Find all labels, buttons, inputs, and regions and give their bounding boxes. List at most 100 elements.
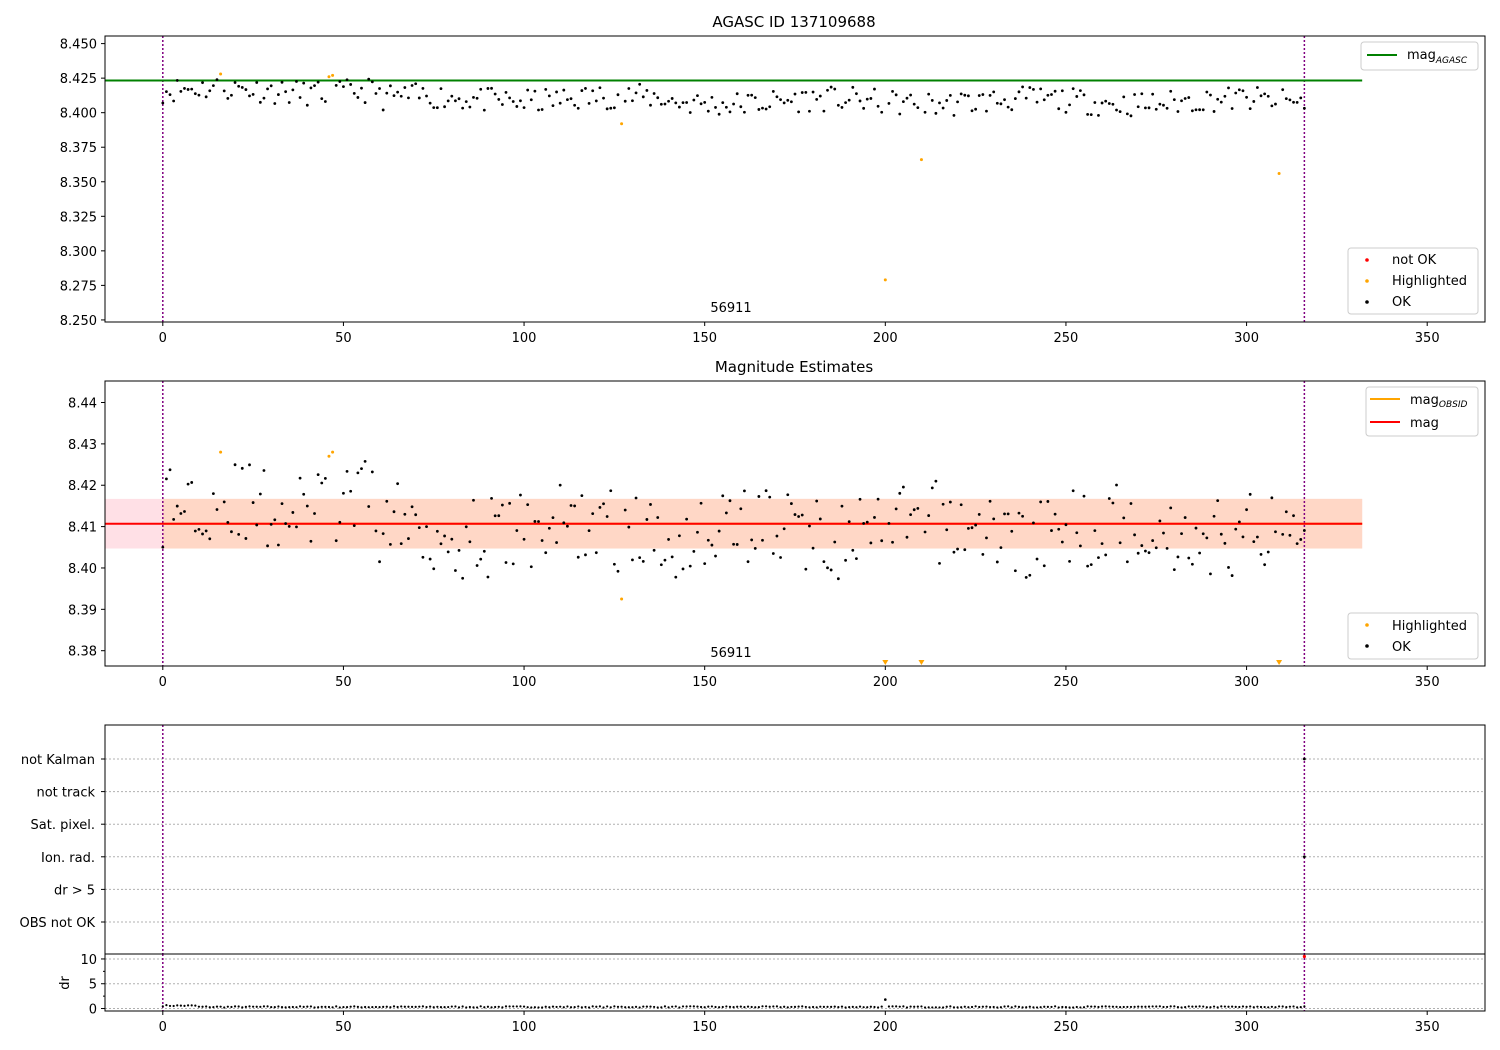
ok-point [1190, 109, 1194, 113]
legend-mag-obsid: mag [1410, 393, 1439, 408]
dr-point [960, 1006, 963, 1009]
ok-point [248, 463, 251, 467]
ok-point [1078, 544, 1082, 548]
ok-point [829, 85, 833, 89]
ok-point [945, 99, 949, 102]
ok-point [681, 567, 685, 571]
ok-point [941, 502, 945, 506]
ok-point [1140, 544, 1144, 547]
dr-point [1227, 1005, 1230, 1008]
ok-point [558, 483, 562, 487]
x-tick-label: 350 [1415, 1020, 1440, 1035]
panel-agasc-mag: AGASC ID 137109688 0 50 100 150 200 250 300 350… [60, 13, 1486, 346]
dr-point [970, 1005, 974, 1009]
ok-point [1205, 90, 1209, 94]
ok-point [974, 523, 978, 527]
ok-point [963, 548, 967, 552]
dr-point [869, 1005, 872, 1008]
ok-point [1028, 573, 1032, 577]
dr-point [277, 1005, 280, 1008]
ok-point [161, 545, 165, 549]
ok-point [1133, 533, 1136, 537]
ok-point [587, 529, 591, 533]
dr-point [450, 1005, 453, 1008]
ok-point [764, 489, 768, 493]
ok-point [504, 561, 508, 564]
flag-label: Ion. rad. [41, 851, 95, 866]
ok-point [1111, 102, 1115, 106]
ok-point [1223, 541, 1227, 545]
dr-point [667, 1006, 670, 1009]
dr-point [595, 1005, 598, 1008]
ok-point [1151, 539, 1155, 542]
ok-point [1035, 557, 1039, 561]
ok-point [1129, 502, 1133, 505]
dr-point [873, 1005, 876, 1009]
dr-point [494, 1005, 497, 1009]
dr-point [201, 1005, 204, 1008]
ok-point [165, 477, 168, 481]
ok-point [576, 106, 580, 110]
ok-point [410, 505, 414, 509]
ok-point [226, 96, 230, 100]
dr-point [172, 1004, 175, 1008]
ok-point [688, 111, 692, 114]
ok-point [667, 538, 670, 541]
ok-point [1003, 98, 1006, 102]
ok-point [1216, 499, 1220, 503]
ok-point [237, 532, 241, 536]
ok-point [757, 495, 761, 498]
ok-point [804, 91, 808, 94]
ok-point [1263, 92, 1267, 96]
dr-point [840, 1005, 844, 1008]
ok-point [1259, 553, 1263, 556]
ok-point [1172, 568, 1176, 572]
svg-text:magAGASC: magAGASC [1407, 48, 1468, 66]
ok-point [959, 92, 963, 96]
ok-point [1032, 521, 1035, 525]
ok-point [244, 88, 248, 91]
dr-point [757, 1006, 760, 1009]
dr-point [880, 1005, 883, 1008]
dr-point [1173, 1005, 1176, 1008]
dr-point [1075, 1005, 1078, 1009]
dr-point [645, 1005, 648, 1008]
dr-point [309, 1005, 313, 1008]
dr-point [728, 1005, 732, 1008]
ok-point [851, 85, 855, 89]
dr-point [1021, 1006, 1024, 1009]
dr-point [1241, 1005, 1245, 1008]
panel-dr: 0 50 100 150 200 250 300 350 0 5 10 dr [58, 953, 1486, 1035]
dr-point [934, 1006, 937, 1009]
ok-point [1230, 574, 1234, 577]
dr-point [367, 1006, 370, 1009]
dr-point [374, 1005, 378, 1009]
dr-point [848, 1006, 851, 1009]
ok-point [486, 575, 490, 579]
ok-point [923, 110, 927, 114]
ok-point [370, 80, 374, 84]
ok-point [1071, 489, 1075, 493]
ok-point [956, 547, 959, 551]
dr-point [707, 1005, 710, 1008]
dr-point [1097, 1005, 1100, 1009]
ok-point [511, 562, 515, 566]
ok-point [652, 92, 656, 95]
ok-point [1201, 108, 1205, 112]
ok-point [851, 548, 855, 552]
ok-point [334, 83, 338, 87]
ok-point [761, 538, 764, 542]
dr-point [703, 1006, 706, 1009]
ok-point [1057, 107, 1061, 111]
ok-point [999, 546, 1003, 549]
ok-point [706, 109, 710, 113]
dr-point [454, 1005, 457, 1008]
ok-point [313, 512, 316, 515]
x-tick-label: 250 [1054, 1020, 1079, 1035]
ok-point [1237, 88, 1241, 92]
ok-point [208, 537, 212, 541]
ok-point [1136, 551, 1140, 555]
ok-point [529, 565, 533, 569]
dr-point [819, 1005, 822, 1008]
ok-point [641, 560, 645, 563]
